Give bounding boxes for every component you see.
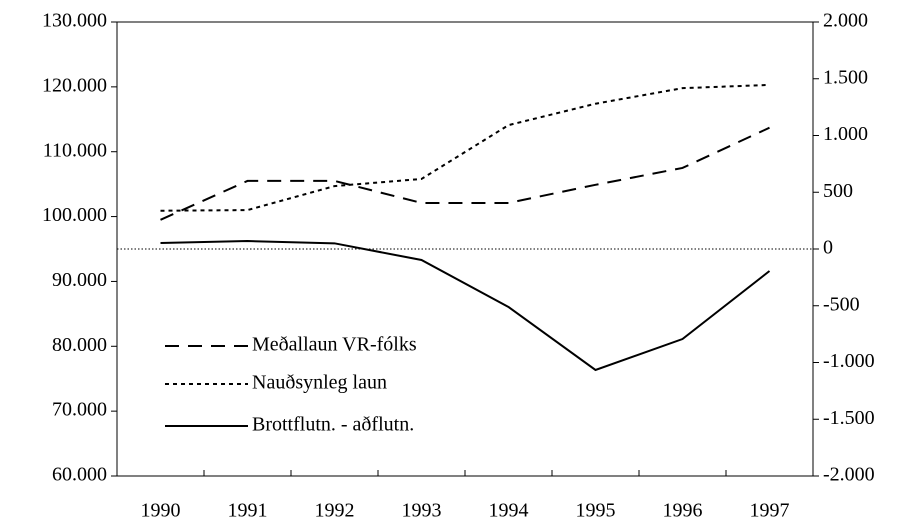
series-line — [160, 83, 770, 212]
y2-tick-label: -500 — [823, 293, 860, 315]
x-tick-label: 1996 — [663, 500, 703, 522]
x-tick-label: 1993 — [402, 500, 442, 522]
y2-tick-label: 0 — [823, 237, 833, 259]
y-tick-label: 130.000 — [42, 10, 107, 32]
y2-tick-label: 2.000 — [823, 10, 868, 32]
x-tick-label: 1990 — [141, 500, 181, 522]
y2-tick-label: -1.500 — [823, 407, 875, 429]
legend-label: Nauðsynleg laun — [252, 372, 387, 394]
x-tick-label: 1991 — [228, 500, 268, 522]
y2-tick-label: 1.000 — [823, 123, 868, 145]
series-line — [160, 126, 770, 221]
y-tick-label: 80.000 — [52, 334, 107, 356]
x-tick-label: 1997 — [750, 500, 790, 522]
y2-tick-label: 500 — [823, 180, 853, 202]
x-tick-label: 1994 — [489, 500, 529, 522]
series-line — [160, 240, 771, 372]
y-tick-label: 90.000 — [52, 269, 107, 291]
y-tick-label: 60.000 — [52, 464, 107, 486]
y2-tick-label: -1.000 — [823, 350, 875, 372]
y-tick-label: 110.000 — [43, 139, 107, 161]
y-tick-label: 120.000 — [42, 74, 107, 96]
legend-label: Brottflutn. - aðflutn. — [252, 414, 414, 436]
legend-label: Meðallaun VR-fólks — [252, 334, 417, 356]
y-tick-label: 100.000 — [42, 204, 107, 226]
x-tick-label: 1992 — [315, 500, 355, 522]
x-tick-label: 1995 — [576, 500, 616, 522]
y2-tick-label: -2.000 — [823, 464, 875, 486]
y-tick-label: 70.000 — [52, 399, 107, 421]
y2-tick-label: 1.500 — [823, 66, 868, 88]
